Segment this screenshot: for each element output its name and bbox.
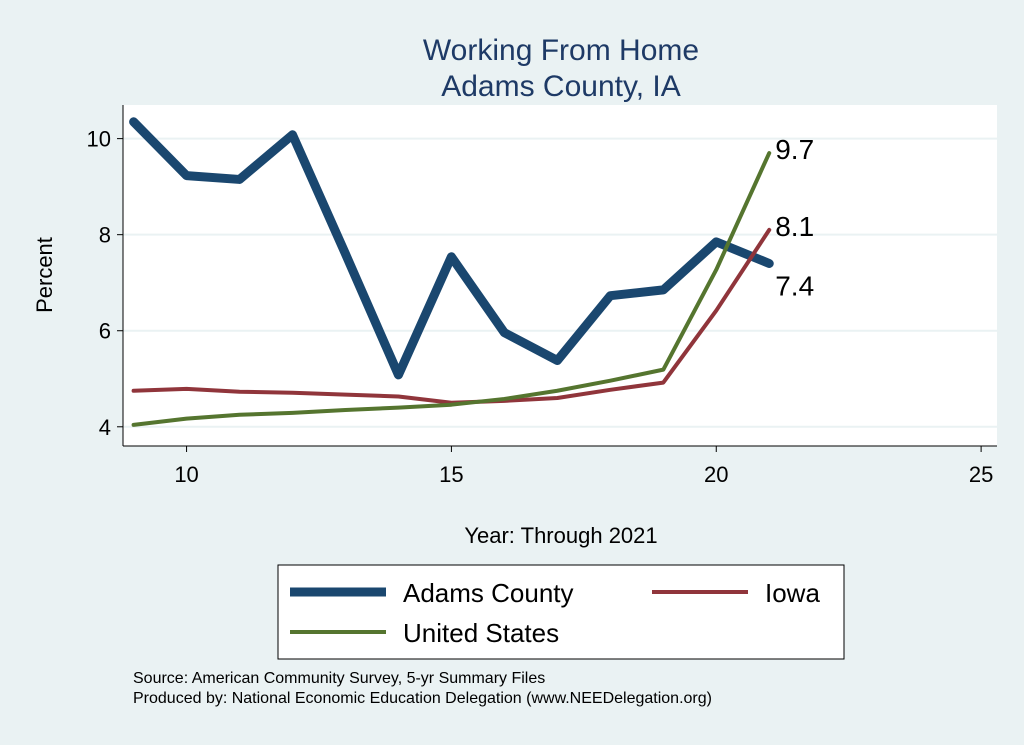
chart-subtitle: Adams County, IA xyxy=(441,70,681,103)
y-tick-label: 10 xyxy=(87,127,111,152)
y-tick-label: 8 xyxy=(99,223,111,248)
y-axis-label: Percent xyxy=(32,237,57,313)
x-axis-label: Year: Through 2021 xyxy=(464,523,657,548)
legend-label: United States xyxy=(403,618,559,648)
x-tick-label: 25 xyxy=(969,462,993,487)
plot-area xyxy=(123,105,997,446)
legend-label: Iowa xyxy=(765,578,820,608)
source-note: Source: American Community Survey, 5-yr … xyxy=(133,670,546,687)
y-tick-label: 6 xyxy=(99,319,111,344)
series-line-adams-county xyxy=(129,117,774,380)
series-line-united-states xyxy=(131,151,772,427)
x-tick-label: 20 xyxy=(704,462,728,487)
end-label: 7.4 xyxy=(775,270,814,301)
x-tick-label: 10 xyxy=(174,462,198,487)
x-tick-label: 15 xyxy=(439,462,463,487)
chart-title: Working From Home xyxy=(423,34,699,67)
legend-label: Adams County xyxy=(403,578,574,608)
y-tick-label: 4 xyxy=(99,415,111,440)
legend xyxy=(277,564,845,660)
end-label: 8.1 xyxy=(775,211,814,242)
producer-note: Produced by: National Economic Education… xyxy=(133,690,712,707)
end-label: 9.7 xyxy=(775,134,814,165)
